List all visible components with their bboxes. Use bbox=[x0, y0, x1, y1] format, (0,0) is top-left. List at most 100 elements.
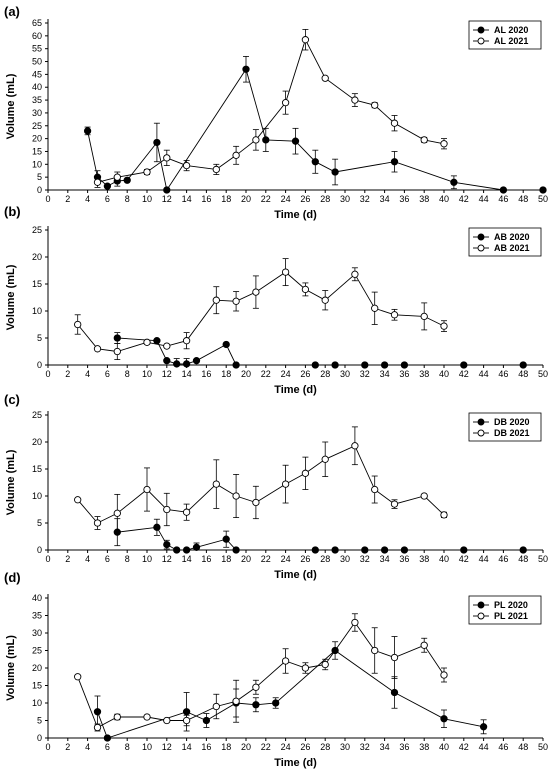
data-point bbox=[499, 186, 508, 194]
data-point bbox=[232, 297, 240, 305]
legend-marker bbox=[477, 26, 485, 34]
x-tick-label: 0 bbox=[45, 369, 50, 379]
series-db-2020 bbox=[113, 518, 527, 554]
x-tick-label: 10 bbox=[142, 554, 152, 564]
y-tick-label: 10 bbox=[32, 698, 42, 708]
x-tick-label: 14 bbox=[182, 194, 192, 204]
y-tick-label: 15 bbox=[32, 681, 42, 691]
panel-label: (a) bbox=[4, 4, 20, 19]
data-point bbox=[519, 361, 527, 369]
data-point bbox=[371, 304, 379, 312]
y-tick-label: 15 bbox=[32, 146, 42, 156]
x-tick-label: 44 bbox=[479, 369, 489, 379]
y-tick-label: 65 bbox=[32, 18, 42, 28]
data-point bbox=[143, 485, 151, 494]
y-tick-label: 40 bbox=[32, 82, 42, 92]
x-tick-label: 32 bbox=[360, 194, 370, 204]
y-tick-label: 45 bbox=[32, 69, 42, 79]
data-point bbox=[212, 165, 220, 174]
x-tick-label: 30 bbox=[340, 554, 350, 564]
x-tick-label: 46 bbox=[498, 369, 508, 379]
x-tick-label: 4 bbox=[85, 194, 90, 204]
data-point bbox=[222, 535, 230, 543]
data-point bbox=[390, 500, 399, 508]
x-tick-label: 14 bbox=[182, 554, 192, 564]
x-tick-label: 22 bbox=[261, 194, 271, 204]
data-point bbox=[163, 357, 171, 365]
data-point bbox=[390, 311, 399, 319]
panel-a: (a)0 2 4 6 8 10 12 14 16 18 20 22 24 26 28 30 32 34 36 38 40… bbox=[4, 4, 548, 221]
data-point bbox=[93, 708, 102, 716]
y-tick-label: 25 bbox=[32, 225, 42, 235]
legend-marker bbox=[477, 418, 485, 426]
data-point bbox=[371, 646, 379, 655]
x-tick-label: 24 bbox=[281, 742, 291, 752]
data-point bbox=[153, 523, 161, 531]
data-point bbox=[321, 660, 329, 669]
data-point bbox=[460, 546, 468, 554]
x-tick-label: 48 bbox=[518, 554, 528, 564]
legend-label: AL 2020 bbox=[494, 25, 528, 35]
x-tick-label: 6 bbox=[105, 369, 110, 379]
data-point bbox=[113, 509, 121, 517]
x-tick-label: 4 bbox=[85, 742, 90, 752]
y-tick-label: 0 bbox=[37, 185, 42, 195]
data-point bbox=[281, 98, 290, 107]
x-tick-label: 28 bbox=[320, 742, 330, 752]
data-point bbox=[420, 136, 428, 144]
data-point bbox=[321, 296, 329, 304]
x-tick-label: 2 bbox=[65, 194, 70, 204]
data-point bbox=[143, 338, 151, 346]
data-point bbox=[539, 186, 547, 194]
data-point bbox=[143, 713, 151, 721]
x-tick-label: 30 bbox=[340, 194, 350, 204]
panel-label: (d) bbox=[4, 570, 21, 585]
data-point bbox=[173, 546, 181, 554]
data-point bbox=[252, 498, 260, 507]
y-axis-title: Volume (mL) bbox=[5, 264, 17, 330]
data-point bbox=[182, 508, 191, 516]
data-point bbox=[400, 361, 409, 369]
x-tick-label: 40 bbox=[439, 742, 449, 752]
x-tick-label: 34 bbox=[380, 742, 390, 752]
data-point bbox=[182, 546, 191, 554]
x-tick-label: 0 bbox=[45, 742, 50, 752]
x-tick-label: 26 bbox=[300, 194, 310, 204]
x-tick-label: 18 bbox=[221, 369, 231, 379]
legend-box bbox=[468, 20, 542, 50]
x-tick-label: 40 bbox=[439, 369, 449, 379]
data-point bbox=[331, 361, 339, 369]
data-point bbox=[232, 361, 240, 369]
y-tick-label: 35 bbox=[32, 611, 42, 621]
x-tick-label: 34 bbox=[380, 194, 390, 204]
series-line bbox=[77, 621, 445, 729]
y-tick-label: 0 bbox=[37, 733, 42, 743]
data-point bbox=[479, 723, 488, 731]
legend-label: DB 2021 bbox=[494, 428, 530, 438]
x-tick-label: 38 bbox=[419, 369, 429, 379]
data-point bbox=[272, 699, 280, 707]
data-point bbox=[361, 361, 369, 369]
x-tick-label: 48 bbox=[518, 742, 528, 752]
legend-label: AL 2021 bbox=[494, 36, 528, 46]
data-point bbox=[232, 492, 240, 500]
legend-marker bbox=[477, 233, 485, 241]
series-line bbox=[117, 526, 524, 551]
y-tick-label: 30 bbox=[32, 628, 42, 638]
data-point bbox=[301, 664, 310, 672]
data-point bbox=[420, 492, 428, 500]
legend-marker bbox=[477, 429, 485, 437]
data-point bbox=[252, 683, 260, 691]
legend-label: PL 2020 bbox=[494, 600, 528, 610]
y-tick-label: 5 bbox=[37, 172, 42, 182]
data-point bbox=[519, 546, 527, 554]
series-line bbox=[97, 649, 484, 739]
x-tick-label: 12 bbox=[162, 554, 172, 564]
y-tick-label: 0 bbox=[37, 360, 42, 370]
data-point bbox=[182, 337, 191, 345]
y-tick-label: 25 bbox=[32, 646, 42, 656]
data-point bbox=[113, 713, 121, 721]
y-tick-label: 20 bbox=[32, 252, 42, 262]
